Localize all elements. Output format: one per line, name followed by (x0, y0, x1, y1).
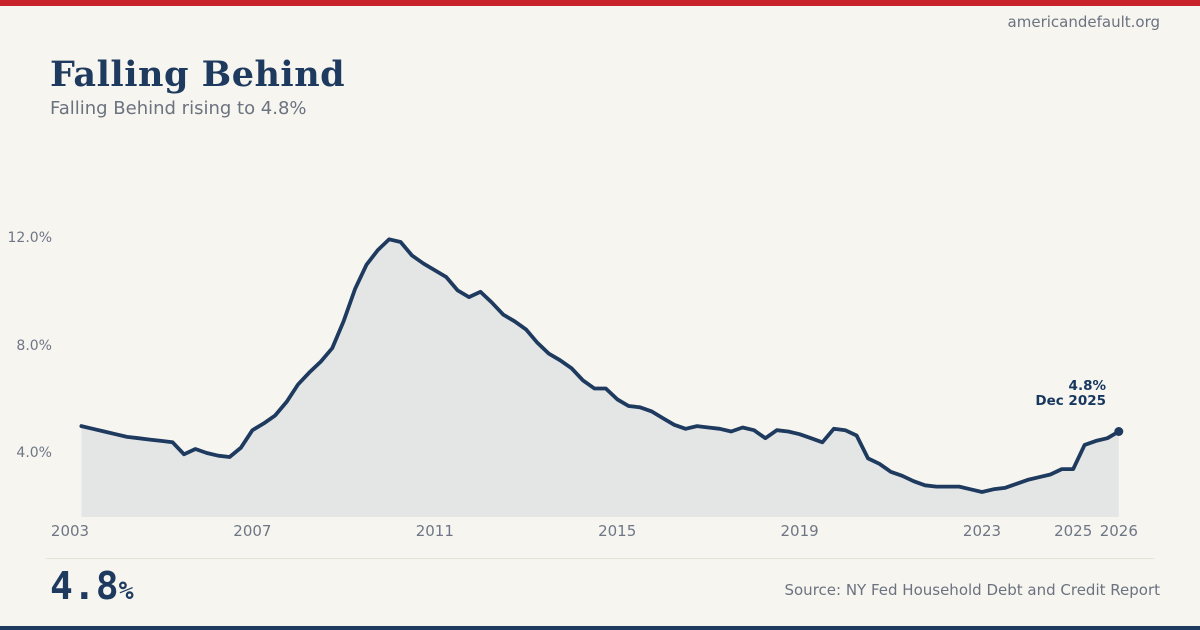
x-tick-label: 2015 (598, 522, 637, 540)
annotation-value: 4.8% (1068, 378, 1106, 394)
area-fill (81, 239, 1119, 518)
page-subtitle: Falling Behind rising to 4.8% (50, 98, 307, 119)
end-point-annotation: 4.8% Dec 2025 (1035, 379, 1106, 409)
series-line (79, 237, 1121, 494)
x-tick-label: 2025 (1054, 522, 1093, 540)
x-tick-label: 2011 (415, 522, 454, 540)
bottom-accent-bar (0, 626, 1200, 630)
x-tick-label: 2019 (780, 522, 819, 540)
headline-number: 4.8 (50, 564, 119, 608)
x-tick-label: 2003 (50, 522, 90, 540)
x-tick-label: 2023 (962, 522, 1002, 540)
x-tick-label: 2007 (233, 522, 272, 540)
last-point-marker (1114, 427, 1124, 436)
footer-divider (46, 558, 1154, 559)
y-tick-label: 12.0% (7, 230, 52, 246)
annotation-date: Dec 2025 (1035, 393, 1106, 409)
page-title: Falling Behind (50, 54, 346, 95)
source-attribution: Source: NY Fed Household Debt and Credit… (784, 581, 1160, 599)
top-accent-bar (0, 0, 1200, 6)
headline-value: 4.8% (50, 565, 134, 607)
site-domain: americandefault.org (1007, 13, 1160, 31)
y-tick-label: 4.0% (16, 445, 52, 461)
headline-percent-sign: % (118, 576, 134, 605)
y-tick-label: 8.0% (16, 337, 52, 354)
x-tick-label: 2026 (1099, 522, 1138, 540)
